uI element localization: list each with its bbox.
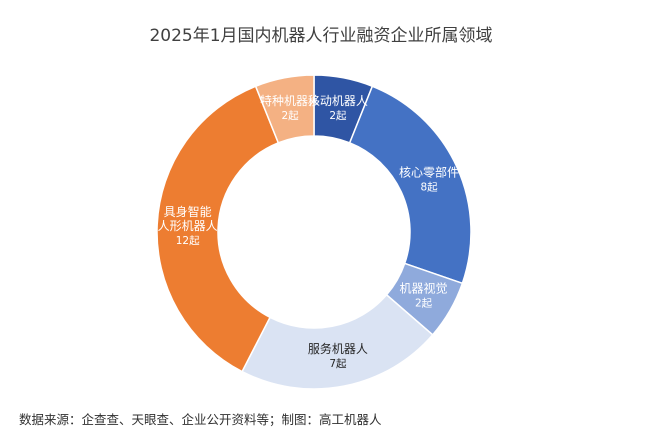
slice-labels: 移动机器人2起核心零部件8起机器视觉2起服务机器人7起具身智能人形机器人12起特… [158, 93, 459, 370]
chart-title: 2025年1月国内机器人行业融资企业所属领域 [149, 26, 492, 46]
slice-1 [348, 85, 472, 285]
slice-4 [156, 85, 280, 373]
slice-label-0: 移动机器人 [308, 94, 368, 108]
data-source-note: 数据来源：企查查、天眼查、企业公开资料等；制图：高工机器人 [19, 412, 382, 427]
slice-value-1: 8起 [420, 181, 438, 193]
slice-value-5: 2起 [281, 110, 299, 122]
slice-label-3: 服务机器人 [308, 341, 368, 356]
slice-label-1: 核心零部件 [399, 164, 459, 179]
slice-label-5: 特种机器人 [260, 93, 320, 108]
slice-value-2: 2起 [415, 297, 433, 309]
slice-value-3: 7起 [329, 358, 347, 370]
slice-3 [241, 293, 434, 390]
slice-5 [254, 74, 315, 144]
slice-label-4-line-0: 具身智能 [164, 204, 212, 219]
slice-value-4: 12起 [176, 235, 200, 247]
donut-slices [156, 74, 472, 390]
slice-label-4-line-1: 人形机器人 [158, 219, 218, 233]
slice-value-0: 2起 [329, 110, 347, 122]
slice-label-2: 机器视觉 [400, 280, 448, 295]
